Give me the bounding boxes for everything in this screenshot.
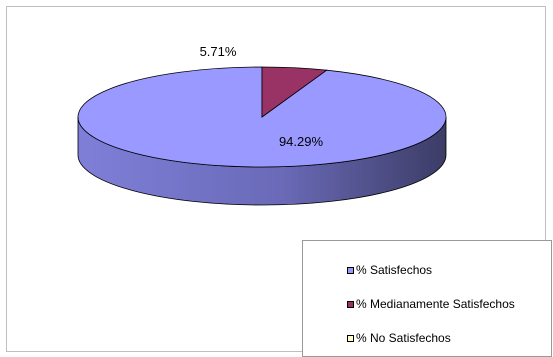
pie-top-face — [77, 66, 447, 168]
legend-swatch-no-satisfechos — [347, 334, 354, 342]
legend-swatch-satisfechos — [347, 266, 354, 274]
legend-label-satisfechos: % Satisfechos — [356, 263, 433, 277]
pie-slice-1 — [261, 66, 328, 118]
data-label-satisfechos: 94.29% — [279, 134, 324, 149]
chart-area: 5.71% 94.29% % Satisfechos % Medianamente… — [6, 6, 552, 357]
legend-item-satisfechos: % Satisfechos — [347, 263, 432, 277]
legend-item-medianamente: % Medianamente Satisfechos — [347, 297, 515, 311]
legend: % Satisfechos % Medianamente Satisfechos… — [302, 240, 552, 357]
legend-label-no-satisfechos: % No Satisfechos — [356, 331, 451, 345]
legend-label-medianamente: % Medianamente Satisfechos — [356, 297, 515, 311]
legend-item-no-satisfechos: % No Satisfechos — [347, 331, 451, 345]
pie-chart: 5.71% 94.29% — [77, 44, 447, 206]
data-label-medianamente: 5.71% — [200, 44, 237, 59]
pie-labels: 5.71% 94.29% — [200, 44, 324, 149]
pie-slice-0 — [77, 66, 447, 168]
legend-swatch-medianamente — [347, 300, 354, 308]
